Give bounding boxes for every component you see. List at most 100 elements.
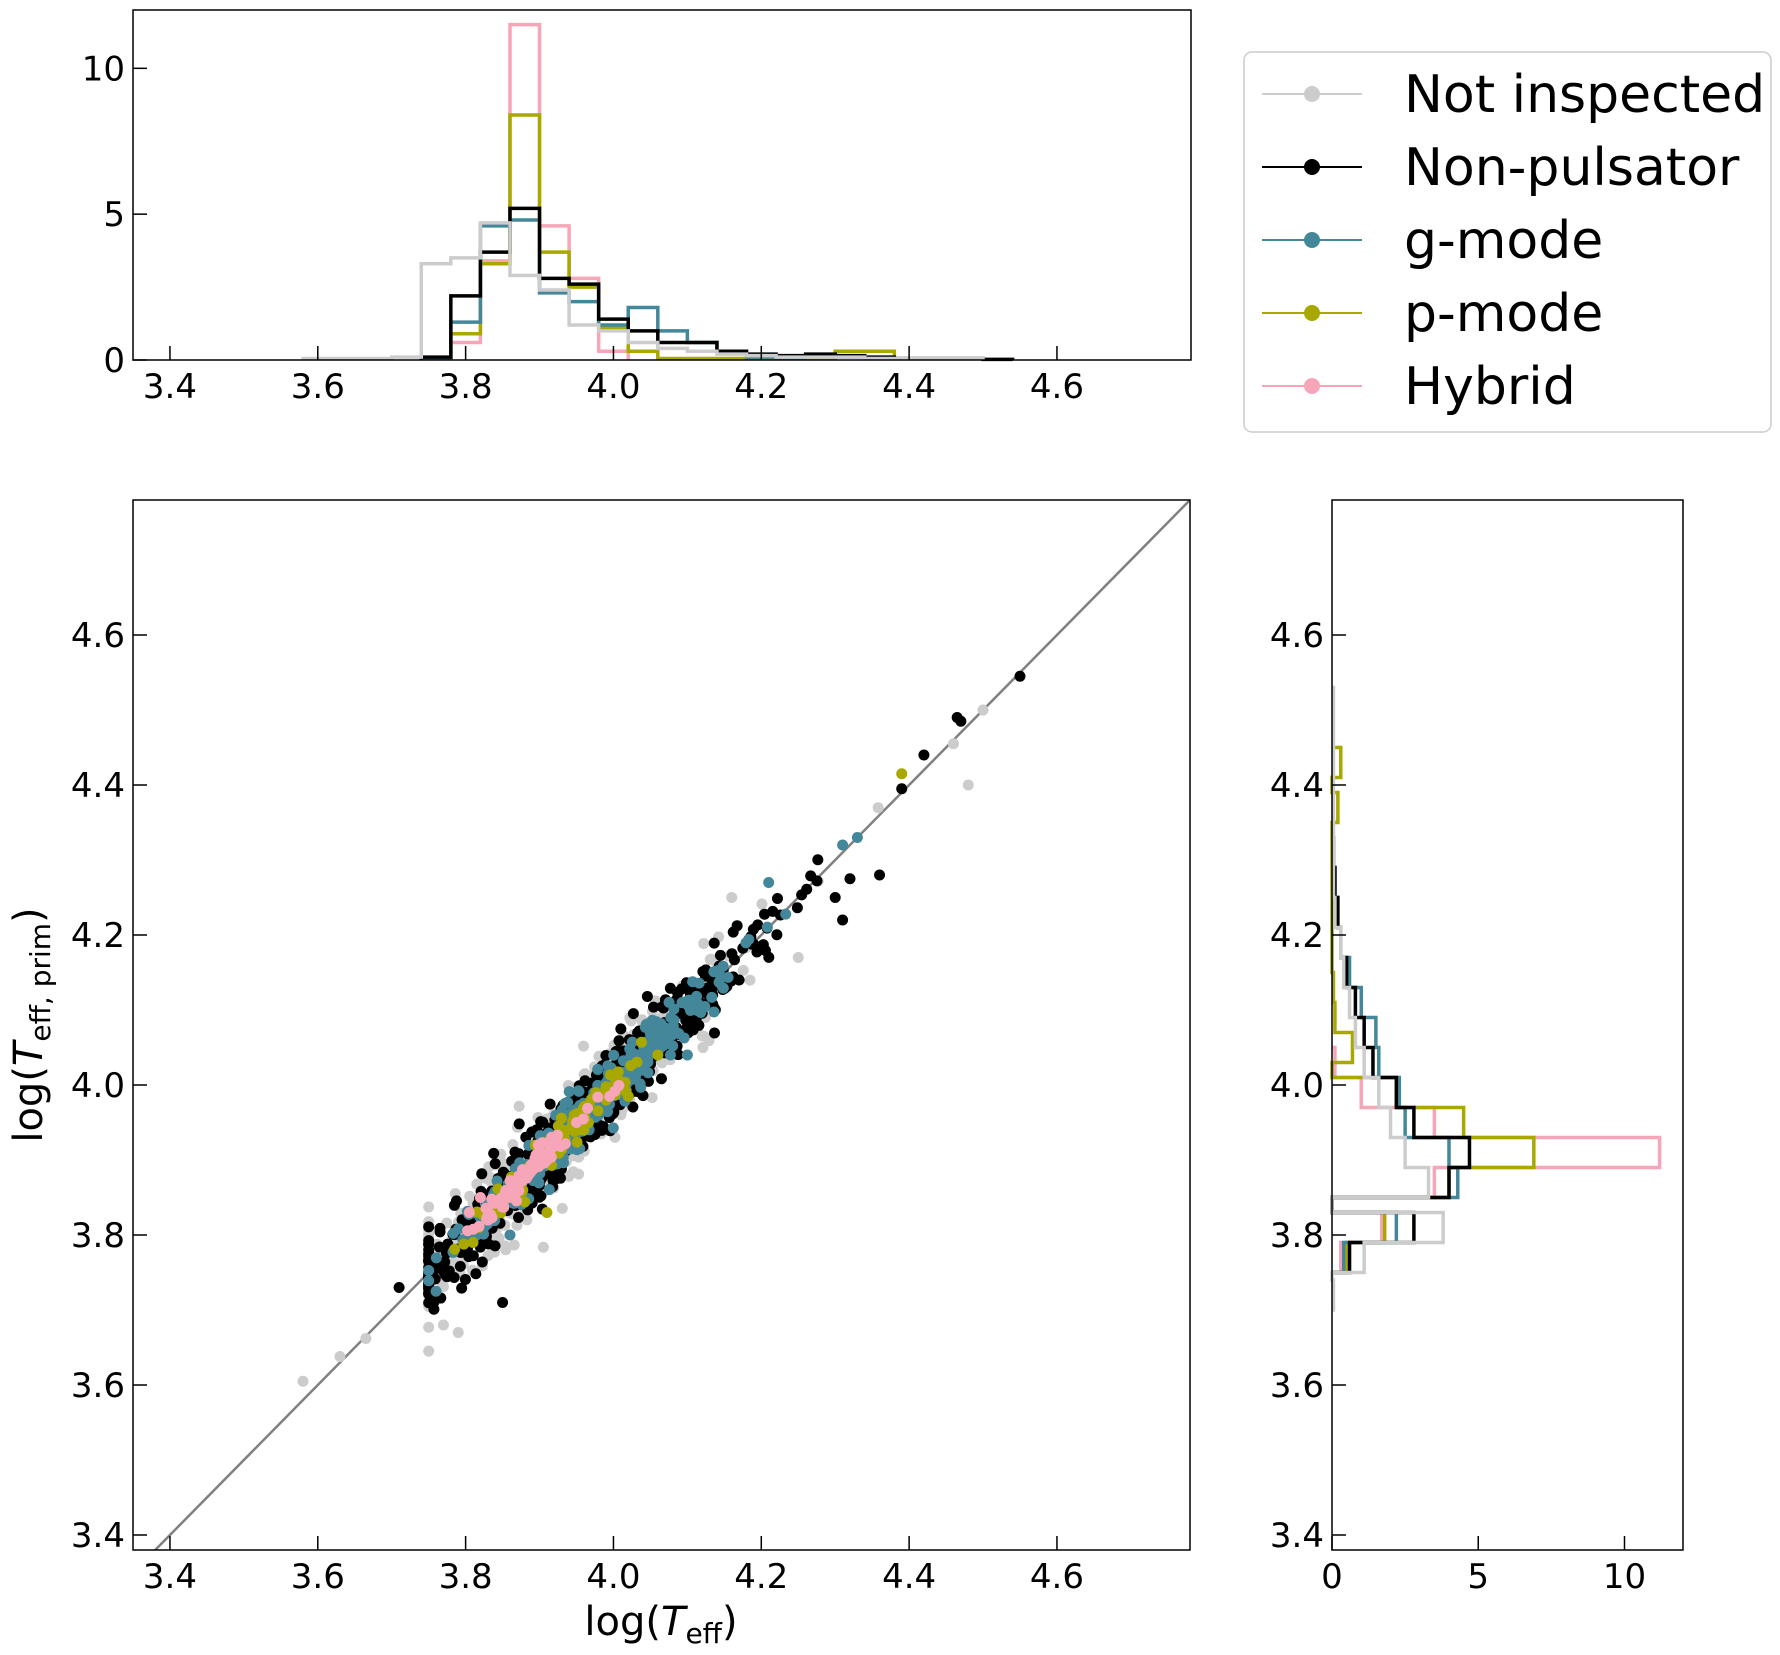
scatter-point [600,1081,612,1093]
scatter-point [533,1191,545,1203]
y-tick-label: 4.2 [71,916,125,956]
scatter-point [664,1049,676,1061]
scatter-point [428,1303,440,1315]
top-histogram-y-ticks: 0 5 10 [82,49,147,381]
scatter-y-ticks: 3.4 3.6 3.8 4.0 4.2 4.4 4.6 [71,616,147,1556]
scatter-point [489,1158,501,1170]
x-axis-label: log(Teff) [584,1599,737,1650]
scatter-point [454,1260,466,1272]
scatter-point [796,889,808,901]
scatter-point [476,1168,488,1180]
scatter-point [791,902,803,914]
scatter-point [615,1023,627,1035]
scatter-point [691,990,703,1002]
scatter-point [535,1116,547,1128]
scatter-point [955,715,967,727]
scatter-point [490,1197,502,1209]
x-tick-label: 3.8 [439,367,493,407]
scatter-point [977,704,989,716]
scatter-point [697,966,709,978]
scatter-point [713,976,725,988]
scatter-point [733,974,745,986]
legend-entry-p-mode: p-mode [1262,284,1603,344]
x-tick-label: 4.2 [734,1557,788,1597]
scatter-point [640,1019,652,1031]
scatter-point [544,1098,556,1110]
y-tick-label: 3.6 [1270,1366,1324,1406]
scatter-point [737,964,749,976]
scatter-point [437,1319,449,1331]
scatter-point [647,1001,659,1013]
top-histogram-panel: 3.4 3.6 3.8 4.0 4.2 4.4 4.6 0 5 10 [82,9,1192,407]
scatter-point [759,945,771,957]
scatter-point [513,1211,525,1223]
right-histogram-panel: 0 5 10 3.4 3.6 3.8 4.0 4.2 4.4 4.6 [1270,499,1684,1597]
scatter-point [334,1351,346,1362]
scatter-point [652,1049,664,1061]
y-axis-label: log(Teff, prim) [6,907,57,1142]
scatter-point [467,1237,479,1248]
scatter-point [631,1056,643,1068]
scatter-point [434,1226,446,1238]
scatter-point [513,1118,525,1130]
x-tick-label: 3.4 [143,1557,197,1597]
scatter-point [360,1333,372,1344]
scatter-point [792,952,804,963]
legend-entry-g-mode: g-mode [1262,211,1603,271]
scatter-point [474,1192,486,1203]
scatter-point [608,1049,620,1061]
scatter-point [592,1105,604,1117]
scatter-point [641,990,653,1002]
scatter-point [423,1321,435,1333]
top-histogram-step-p-mode [449,113,897,361]
scatter-point [636,1064,648,1076]
scatter-point [706,991,718,1003]
scatter-point [464,1190,476,1202]
scatter-point [628,1071,640,1083]
right-histogram-y-ticks: 3.4 3.6 3.8 4.0 4.2 4.4 4.6 [1270,616,1346,1556]
scatter-point [896,783,908,795]
scatter-point [497,1297,509,1308]
x-tick-label: 4.6 [1030,1557,1084,1597]
scatter-point [780,908,792,920]
y-tick-label: 3.4 [71,1516,125,1556]
x-tick-label: 3.6 [291,367,345,407]
scatter-point [423,1265,435,1277]
x-tick-label: 5 [1467,1557,1489,1597]
scatter-point [600,1050,612,1062]
scatter-point [829,892,841,903]
scatter-point [571,1136,583,1148]
scatter-point [771,892,783,904]
scatter-point [439,1269,451,1281]
scatter-point [743,933,755,945]
scatter-point [582,1102,594,1114]
legend-entry-non-pulsator: Non-pulsator [1262,138,1740,198]
y-tick-label: 3.4 [1270,1516,1324,1556]
scatter-point [578,1040,590,1052]
scatter-point [656,1032,668,1044]
scatter-point [560,1125,572,1137]
y-tick-label: 3.6 [71,1366,125,1406]
scatter-point [448,1272,460,1284]
scatter-point [550,1140,562,1152]
y-tick-label: 5 [103,195,125,235]
scatter-point [844,873,856,885]
scatter-point [602,1060,614,1072]
scatter-point [541,1207,553,1218]
legend-label: Not inspected [1404,65,1765,125]
right-histogram-frame [1331,499,1684,1551]
scatter-point [663,996,675,1008]
scatter-point [489,1240,501,1252]
legend-marker [1304,159,1320,175]
scatter-point [708,1006,720,1018]
legend-entries: Not inspected Non-pulsator g-mode p-mode Hyb… [1262,65,1765,417]
scatter-point [504,1229,516,1241]
scatter-point [708,1027,720,1039]
legend: Not inspected Non-pulsator g-mode p-mode Hyb… [1243,51,1772,433]
scatter-x-ticks: 3.4 3.6 3.8 4.0 4.2 4.4 4.6 [143,1536,1084,1597]
x-tick-label: 3.8 [439,1557,493,1597]
x-tick-label: 4.6 [1030,367,1084,407]
scatter-point [543,1184,555,1196]
scatter-point [642,1051,654,1063]
